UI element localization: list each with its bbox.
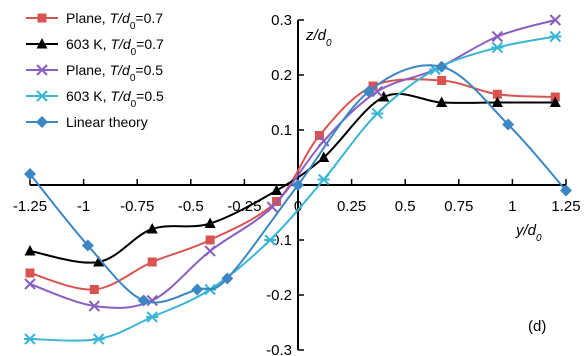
x-tick-label: -0.25 xyxy=(227,198,261,215)
data-point xyxy=(147,257,157,267)
data-point xyxy=(436,96,448,107)
data-point xyxy=(204,245,216,257)
data-point xyxy=(24,278,36,290)
data-point xyxy=(24,333,36,345)
y-tick-label: -0.3 xyxy=(266,342,292,356)
data-point xyxy=(146,294,158,307)
data-point xyxy=(204,217,216,228)
series-line xyxy=(29,92,556,264)
data-point xyxy=(271,184,283,195)
data-point xyxy=(318,151,330,162)
series-line xyxy=(29,35,556,342)
series-group xyxy=(24,14,572,345)
x-tick-label: -0.5 xyxy=(178,198,204,215)
x-tick-label: -1.25 xyxy=(13,198,47,215)
data-point xyxy=(266,201,278,213)
y-tick-label: 0.1 xyxy=(271,122,292,139)
data-point xyxy=(205,235,215,245)
legend-marker xyxy=(36,116,48,128)
x-tick-label: 0 xyxy=(294,198,302,215)
data-point xyxy=(24,168,36,180)
data-point xyxy=(93,256,105,267)
data-point xyxy=(549,14,561,26)
data-point xyxy=(221,272,234,285)
data-point xyxy=(362,85,375,98)
series-2 xyxy=(24,91,561,267)
panel-label: (d) xyxy=(528,318,546,335)
y-tick-label: -0.2 xyxy=(266,287,292,304)
data-point xyxy=(371,107,384,120)
data-point xyxy=(81,239,94,252)
data-point xyxy=(492,89,502,99)
legend-marker xyxy=(36,90,48,102)
data-point xyxy=(549,96,561,107)
data-point xyxy=(264,234,277,246)
series-5 xyxy=(24,60,572,307)
legend-marker xyxy=(36,38,48,49)
data-point xyxy=(317,173,330,186)
data-point xyxy=(502,118,515,131)
data-point xyxy=(24,245,36,256)
data-point xyxy=(88,300,101,312)
data-point xyxy=(378,91,390,102)
data-point xyxy=(191,283,204,296)
data-point xyxy=(146,223,158,234)
data-point xyxy=(25,268,35,278)
data-point xyxy=(137,294,150,307)
series-line xyxy=(29,64,567,304)
data-point xyxy=(92,333,105,345)
x-tick-labels: -1.25 -1 -0.75 -0.5 -0.25 0 0.25 0.5 0.75 1 1.25 xyxy=(13,198,581,215)
legend-marker xyxy=(36,64,48,76)
legend-item: Linear theory xyxy=(26,114,148,130)
x-axis-label: y/d0 xyxy=(515,222,542,244)
x-tick-label: -0.75 xyxy=(120,198,154,215)
x-tick-label: 0.75 xyxy=(444,198,473,215)
data-point xyxy=(89,285,99,294)
data-point xyxy=(491,30,504,43)
x-tick-label: 0.5 xyxy=(395,198,416,215)
data-point xyxy=(146,311,159,323)
x-tick-label: 1.25 xyxy=(551,198,580,215)
data-point xyxy=(560,184,572,197)
legend-marker xyxy=(37,13,47,23)
data-point xyxy=(491,41,504,54)
x-tick-label: 1 xyxy=(508,198,516,215)
series-line xyxy=(29,19,556,309)
x-tick-label: 0.25 xyxy=(337,198,366,215)
data-point xyxy=(437,76,447,85)
data-point xyxy=(292,179,304,191)
y-tick-label: 0.3 xyxy=(271,12,292,29)
legend-label: Linear theory xyxy=(66,114,148,130)
y-axis-label: z/d0 xyxy=(305,27,332,49)
series-line xyxy=(29,78,556,291)
data-point xyxy=(549,30,562,43)
y-tick-label: 0.2 xyxy=(271,67,292,84)
x-tick-label: -1 xyxy=(77,198,90,215)
data-point xyxy=(435,60,448,73)
data-point xyxy=(491,96,503,107)
